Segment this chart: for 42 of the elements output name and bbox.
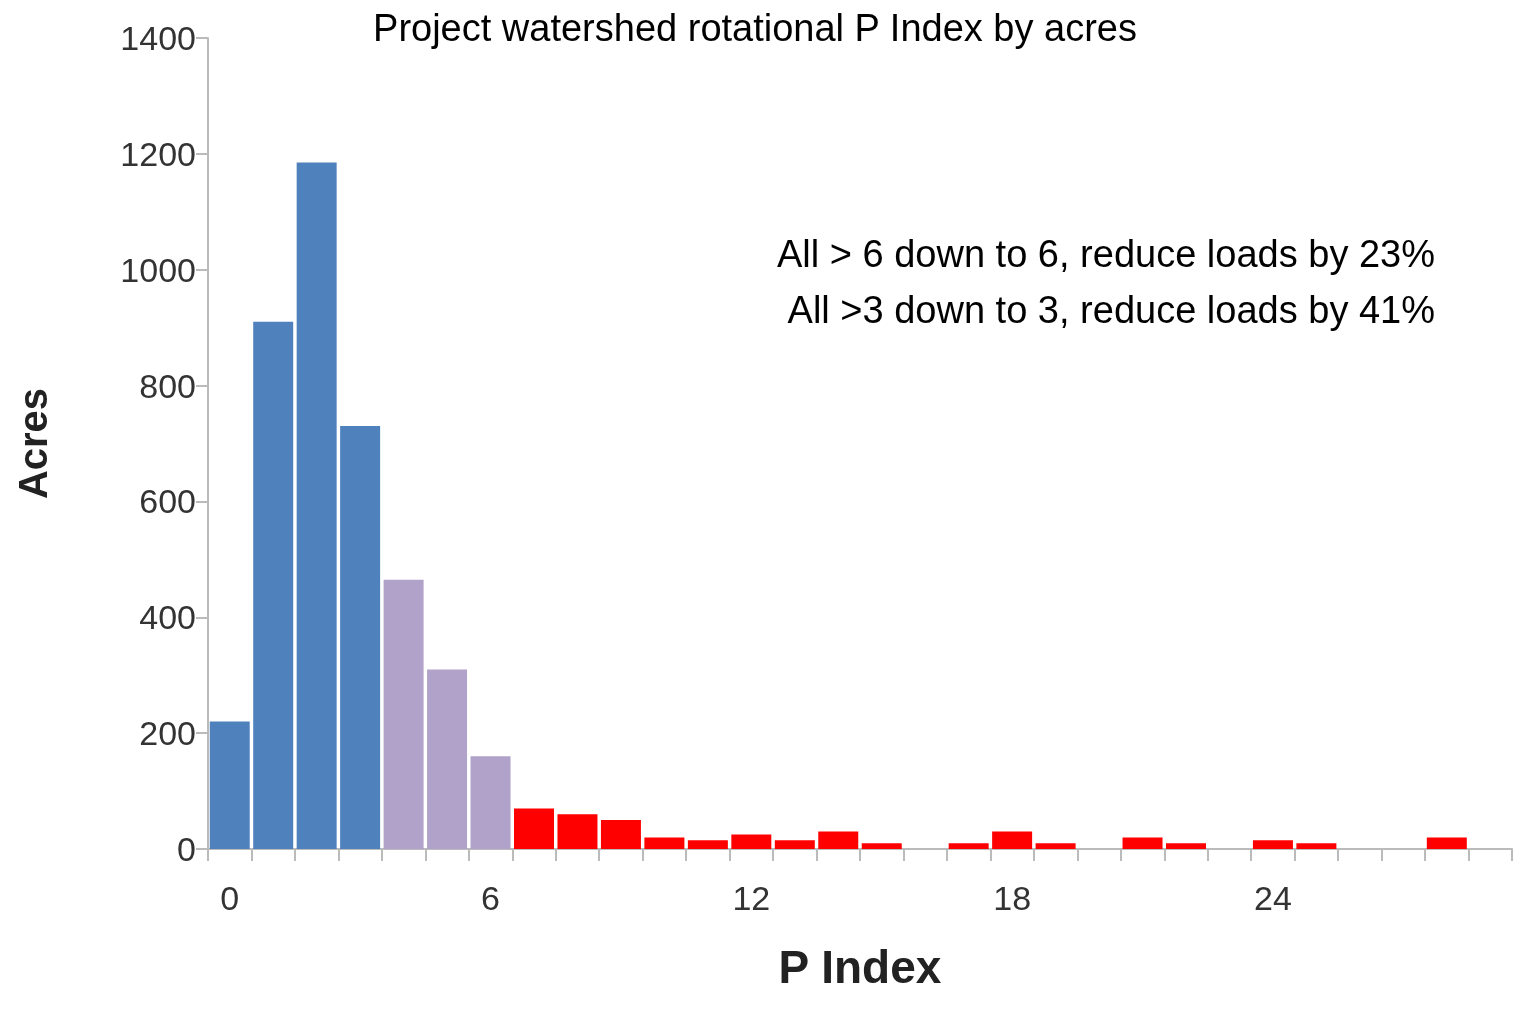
bar — [340, 426, 381, 849]
x-tick-label: 18 — [993, 879, 1032, 917]
annotation: All > 6 down to 6, reduce loads by 23% — [776, 233, 1436, 275]
x-axis-title: P Index — [778, 941, 942, 993]
y-tick-label: 1200 — [120, 134, 196, 173]
x-tick-label: 6 — [481, 879, 500, 917]
bar — [1252, 840, 1293, 849]
x-tick-label: 24 — [1254, 879, 1292, 917]
bar — [1166, 843, 1206, 849]
bar — [687, 840, 728, 849]
bar — [1296, 843, 1337, 849]
y-tick-label: 400 — [139, 598, 196, 637]
bar — [470, 756, 511, 849]
bar — [1122, 837, 1163, 849]
bar — [861, 843, 902, 849]
bar — [992, 831, 1033, 849]
bar — [383, 579, 424, 849]
bar — [209, 721, 250, 849]
bar — [600, 820, 641, 849]
y-tick-label: 1000 — [120, 250, 196, 289]
bar — [774, 840, 815, 849]
chart-title: Project watershed rotational P Index by acres — [373, 7, 1137, 49]
x-tick-label: 12 — [732, 879, 771, 917]
y-tick-label: 200 — [139, 714, 196, 753]
bar — [427, 669, 468, 849]
bar — [253, 321, 294, 849]
annotation: All >3 down to 3, reduce loads by 41% — [787, 289, 1435, 331]
bar — [818, 831, 859, 849]
bar — [731, 834, 772, 849]
bar — [514, 808, 554, 849]
bar — [948, 843, 989, 849]
bar — [557, 814, 598, 849]
y-tick-label: 1400 — [120, 19, 196, 57]
bar — [644, 837, 685, 849]
bar — [296, 162, 337, 849]
bar — [1426, 837, 1467, 849]
y-tick-label: 0 — [177, 830, 196, 868]
bar — [1035, 843, 1076, 849]
y-tick-label: 800 — [139, 366, 196, 405]
x-tick-label: 0 — [220, 879, 240, 917]
y-axis-title: Acres — [11, 387, 55, 500]
y-tick-label: 600 — [139, 482, 196, 521]
